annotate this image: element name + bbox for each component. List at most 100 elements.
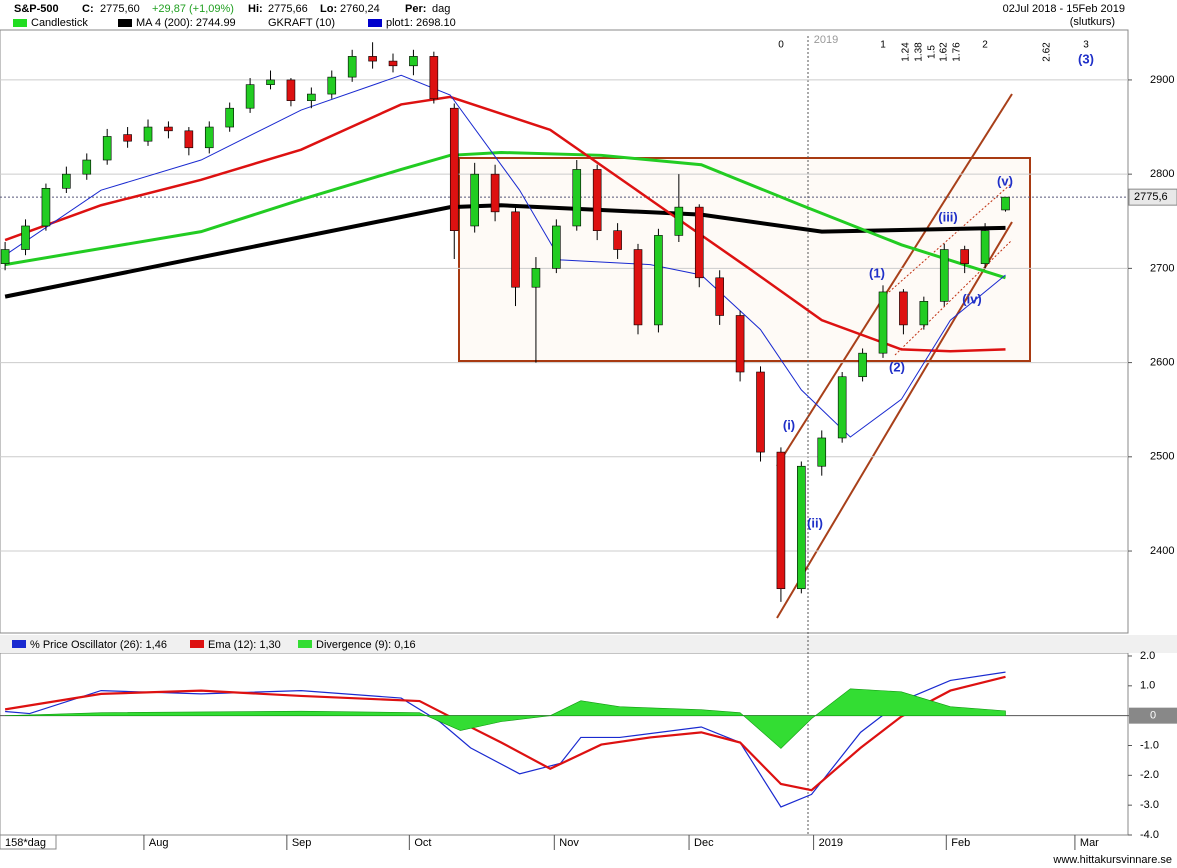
y-tick-label: 2400 <box>1150 545 1174 557</box>
hi-value: 2775,66 <box>268 3 308 15</box>
osc-legend-bar <box>0 635 1177 653</box>
fib-label: 1.5 <box>927 45 938 59</box>
price-mode: (slutkurs) <box>1070 16 1115 28</box>
y-tick-label: -3.0 <box>1140 799 1159 811</box>
legend-label: Candlestick <box>31 17 88 29</box>
legend-label: plot1: 2698.10 <box>386 17 456 29</box>
wave-line <box>894 239 1013 356</box>
candle-body <box>939 249 949 302</box>
candle-body <box>286 79 296 101</box>
legend-label: Divergence (9): 0,16 <box>316 639 416 651</box>
candle-body <box>21 225 30 250</box>
candle-body <box>531 268 541 288</box>
x-tick-label: Nov <box>559 837 579 849</box>
candle-body <box>592 169 602 231</box>
candle-body <box>184 130 194 149</box>
moving-average <box>4 150 1006 280</box>
candle-body <box>225 107 234 128</box>
candle-body <box>82 159 92 175</box>
candle-body <box>960 249 969 264</box>
candle-body <box>572 169 582 227</box>
fib-label: 1.24 <box>901 42 912 62</box>
oscillator-line <box>5 671 1006 808</box>
candle-body <box>633 249 643 326</box>
x-tick-label: Mar <box>1080 837 1099 849</box>
candle-body <box>388 60 398 67</box>
y-tick-label: 1.0 <box>1140 680 1155 692</box>
candle-body <box>858 352 867 378</box>
candle-body <box>327 76 337 95</box>
candle-body <box>735 315 745 373</box>
oscillator-line <box>4 675 1006 792</box>
y-tick-label: 2500 <box>1150 451 1174 463</box>
fib-label: 1.38 <box>914 42 925 62</box>
y-tick-label: -2.0 <box>1140 769 1159 781</box>
wave-label: (v) <box>997 173 1013 188</box>
divergence-area <box>5 688 1006 749</box>
year-label: 2019 <box>814 34 838 46</box>
fib-label: 1.76 <box>952 42 963 62</box>
candle-body <box>797 465 806 590</box>
candle-body <box>449 107 459 231</box>
candle-body <box>266 79 275 85</box>
x-tick-label: Sep <box>292 837 312 849</box>
legend-swatch <box>12 640 26 648</box>
candle-body <box>715 277 724 316</box>
channel-line <box>776 221 1013 619</box>
zero-box <box>1129 707 1177 724</box>
candle-body <box>123 134 132 142</box>
candle-body <box>429 56 439 100</box>
candle-body <box>980 230 990 264</box>
candle-body <box>817 437 827 467</box>
legend-swatch <box>190 640 204 648</box>
y-tick-label: 2.0 <box>1140 650 1155 662</box>
date-range: 02Jul 2018 - 15Feb 2019 <box>1003 3 1125 15</box>
candle-body <box>674 206 684 236</box>
period: 158*dag <box>5 837 46 849</box>
site: www.hittakursvinnare.se <box>1052 854 1172 866</box>
y-tick-label: 2700 <box>1150 262 1174 274</box>
candle-body <box>245 84 255 109</box>
per-value: dag <box>432 3 450 15</box>
x-tick-label: Aug <box>149 837 169 849</box>
wave-label: (iii) <box>938 209 958 224</box>
candle-body <box>1001 196 1010 211</box>
wave-label: (ii) <box>807 515 823 530</box>
x-tick-label: 2019 <box>819 837 843 849</box>
fib-label: 0 <box>778 40 784 51</box>
y-tick-label: 2900 <box>1150 74 1174 86</box>
fib-label: 2 <box>982 40 988 51</box>
fib-label: 1.62 <box>939 42 950 62</box>
candle-body <box>919 301 929 326</box>
legend-label: % Price Oscillator (26): 1,46 <box>30 639 167 651</box>
candle-body <box>613 230 622 250</box>
y-tick-label: -1.0 <box>1140 739 1159 751</box>
candle-body <box>552 225 561 269</box>
y-tick-label: 2800 <box>1150 168 1174 180</box>
title: S&P-500 <box>14 3 59 15</box>
moving-average <box>4 74 1006 438</box>
period-box <box>0 834 57 850</box>
legend-swatch <box>298 640 312 648</box>
legend-label: GKRAFT (10) <box>268 17 335 29</box>
legend-label: Ema (12): 1,30 <box>208 639 281 651</box>
candle-body <box>102 136 112 161</box>
fib-label: 1 <box>880 40 886 51</box>
candle-body <box>347 56 357 78</box>
moving-average <box>4 95 1006 353</box>
candle-body <box>694 206 704 279</box>
candle-body <box>490 173 500 213</box>
y-tick-label: 0 <box>1150 710 1156 722</box>
candle-body <box>837 376 847 439</box>
candle-body <box>62 173 71 189</box>
candle-body <box>899 291 908 326</box>
annotations: 0 2019 1 1.24 1.38 1.5 1.62 1.76 2 2.62 … <box>778 34 1094 531</box>
header: S&P-500 C: 2775,60 +29,87 (+1,09%) Hi: 2… <box>0 3 1172 866</box>
price-frame <box>0 29 1129 634</box>
wave-label: (2) <box>889 359 905 374</box>
y-tick-label: -4.0 <box>1140 829 1159 841</box>
x-tick-label: Feb <box>951 837 970 849</box>
candle-body <box>470 173 479 227</box>
label: Hi: <box>248 3 263 15</box>
